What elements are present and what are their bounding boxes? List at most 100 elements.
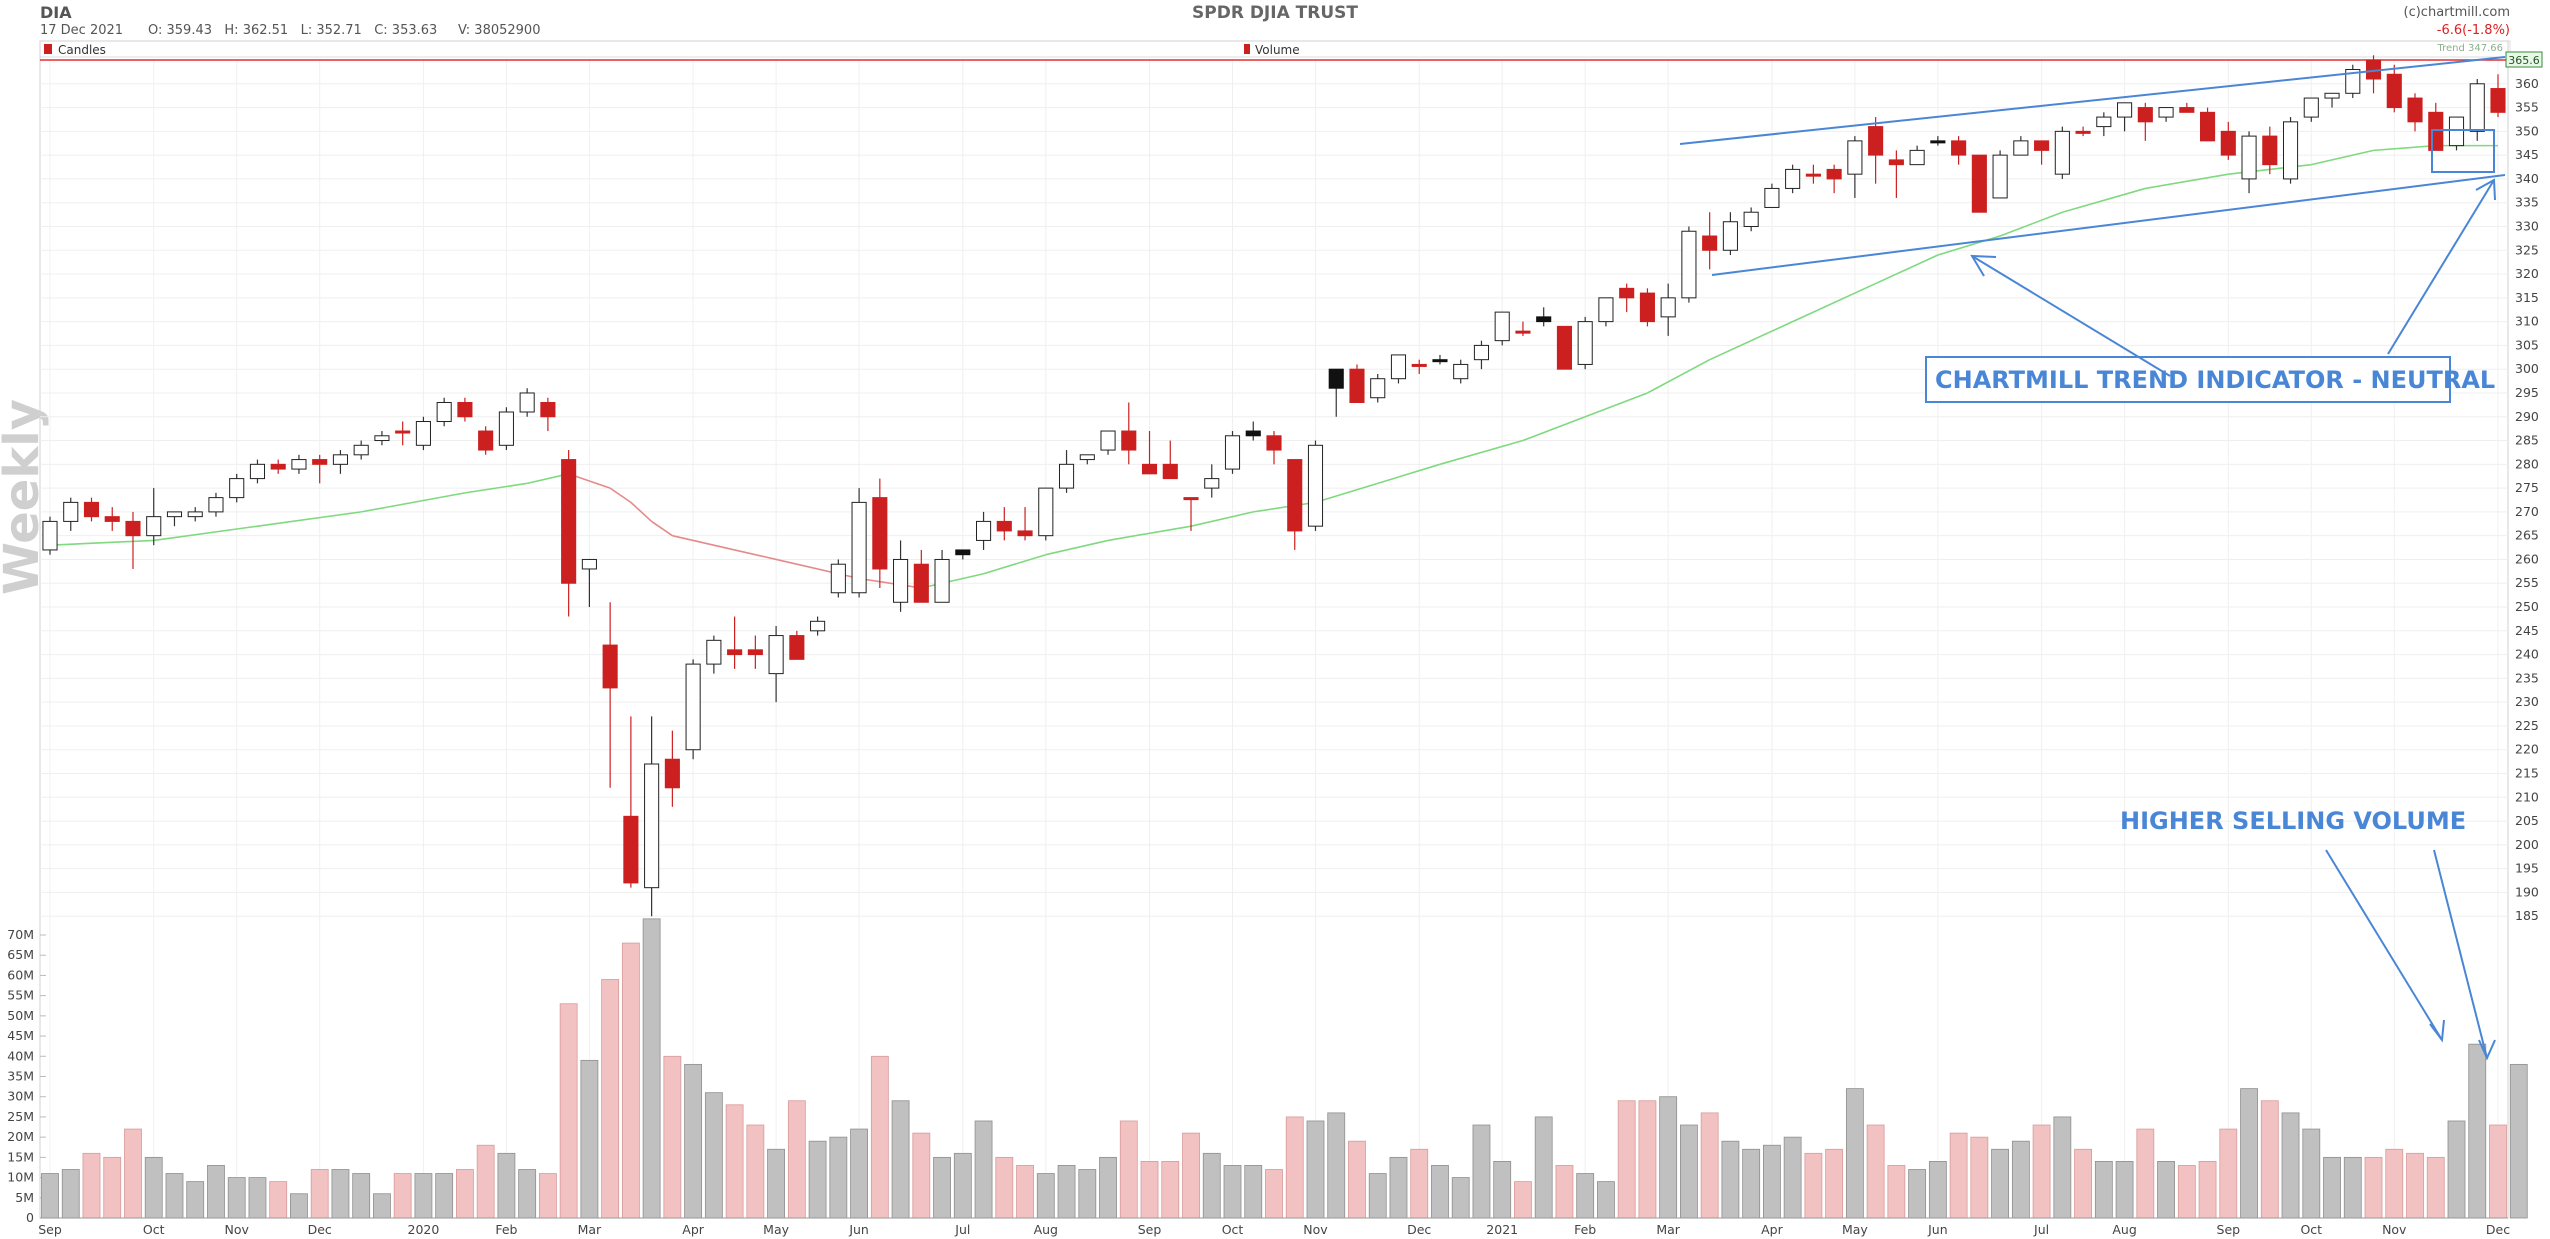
- volume-tick-label: 30M: [7, 1089, 34, 1104]
- candle: [1266, 431, 1282, 465]
- candle: [685, 659, 701, 760]
- volume-bar: [2364, 1156, 2383, 1219]
- month-tick-label: Oct: [2300, 1222, 2322, 1237]
- candle-body: [1847, 140, 1863, 175]
- candle-body: [353, 444, 369, 456]
- trend-line-segment: [1045, 539, 1109, 556]
- upper-channel-line: [1679, 56, 2506, 145]
- candle-body: [1909, 149, 1925, 166]
- candle-body: [104, 516, 120, 522]
- month-tick-label: Oct: [1222, 1222, 1244, 1237]
- trend-line-segment: [2373, 144, 2436, 152]
- change-label: -6.6(-1.8%): [2437, 23, 2510, 38]
- candle: [727, 616, 743, 669]
- candle: [747, 635, 763, 669]
- price-tick-label: 345: [2515, 147, 2539, 162]
- volume-bar: [1680, 1124, 1698, 1219]
- price-tick-label: 200: [2515, 837, 2539, 852]
- candle-body: [2075, 130, 2091, 134]
- candle: [1411, 359, 1427, 374]
- month-tick-label: Feb: [495, 1222, 517, 1237]
- candle: [1722, 212, 1738, 256]
- candle-body: [1038, 487, 1054, 537]
- candle: [415, 416, 431, 451]
- volume-bar: [1659, 1096, 1678, 1219]
- volume-arrow-left: [2325, 849, 2443, 1041]
- candle-body: [2179, 107, 2195, 113]
- volume-bar: [2032, 1124, 2051, 1219]
- volume-bar: [1306, 1120, 1325, 1219]
- candle: [1764, 183, 1780, 208]
- candle: [1930, 136, 1946, 146]
- volume-bar: [269, 1181, 288, 1219]
- trend-annotation-box: [1925, 356, 2451, 403]
- trend-line-segment: [49, 539, 154, 546]
- month-tick-label: Mar: [578, 1222, 602, 1237]
- price-tick-label: 230: [2515, 694, 2539, 709]
- candle: [166, 511, 183, 527]
- volume-bar: [1161, 1161, 1180, 1219]
- volume-bar: [1597, 1181, 1615, 1219]
- candle: [291, 454, 307, 474]
- trend-indicator: [49, 144, 2498, 589]
- volume-bar: [2406, 1152, 2424, 1219]
- volume-bar: [2198, 1161, 2217, 1219]
- candle-body: [457, 401, 473, 418]
- candle: [42, 516, 58, 555]
- volume-bar: [684, 1063, 703, 1219]
- volume-bar: [2094, 1161, 2113, 1219]
- volume-bar: [1825, 1148, 1844, 1219]
- candle-body: [166, 511, 183, 518]
- candle-body: [664, 758, 680, 789]
- candle: [1805, 164, 1821, 184]
- trend-line-segment: [1315, 482, 1378, 504]
- month-tick-label: Aug: [1034, 1222, 1058, 1237]
- candle: [374, 431, 390, 446]
- candle-body: [1121, 430, 1137, 451]
- candle-body: [706, 639, 722, 665]
- candle-body: [249, 463, 266, 480]
- price-tick-label: 260: [2515, 551, 2539, 566]
- candle-body: [581, 558, 597, 570]
- plot-border: [39, 40, 2509, 1219]
- volume-bar: [2343, 1156, 2362, 1219]
- candle-body: [1556, 325, 1572, 370]
- candle-body: [1432, 359, 1448, 363]
- volume-bar: [2011, 1140, 2030, 1219]
- volume-bar: [1099, 1156, 1117, 1219]
- volume-bar: [787, 1100, 806, 1219]
- candle-body: [1058, 463, 1075, 489]
- trend-line-segment: [153, 525, 258, 542]
- candle: [1287, 459, 1303, 550]
- volume-bar: [1991, 1148, 2010, 1219]
- volume-annotation-text: HIGHER SELLING VOLUME: [2120, 807, 2466, 835]
- lower-channel-line: [1711, 174, 2506, 276]
- month-tick-label: Dec: [308, 1222, 332, 1237]
- price-tick-label: 225: [2515, 718, 2539, 733]
- volume-bar: [1036, 1173, 1055, 1219]
- month-tick-label: Mar: [1656, 1222, 1680, 1237]
- volume-bar: [497, 1152, 516, 1219]
- candle-body: [1681, 230, 1697, 299]
- trend-line-segment: [672, 534, 735, 551]
- candle-body: [1515, 330, 1531, 334]
- volume-bar: [2177, 1165, 2196, 1219]
- trend-line-segment: [1253, 501, 1316, 513]
- volume-bar: [1140, 1161, 1159, 1219]
- candle-body: [498, 411, 514, 446]
- candle: [1743, 207, 1759, 232]
- month-tick-label: Nov: [225, 1222, 250, 1237]
- trend-line-segment: [1190, 511, 1254, 527]
- candle-body: [63, 501, 79, 522]
- candle-body: [1888, 159, 1904, 166]
- volume-bar: [1908, 1169, 1927, 1219]
- candle-body: [270, 463, 286, 470]
- candle-body: [2345, 69, 2361, 94]
- trend-line-segment: [257, 511, 362, 527]
- volume-bar: [850, 1128, 868, 1219]
- price-tick-label: 330: [2515, 218, 2539, 233]
- candle: [2241, 131, 2257, 194]
- volume-bar: [435, 1173, 454, 1219]
- month-tick-label: Sep: [2217, 1222, 2241, 1237]
